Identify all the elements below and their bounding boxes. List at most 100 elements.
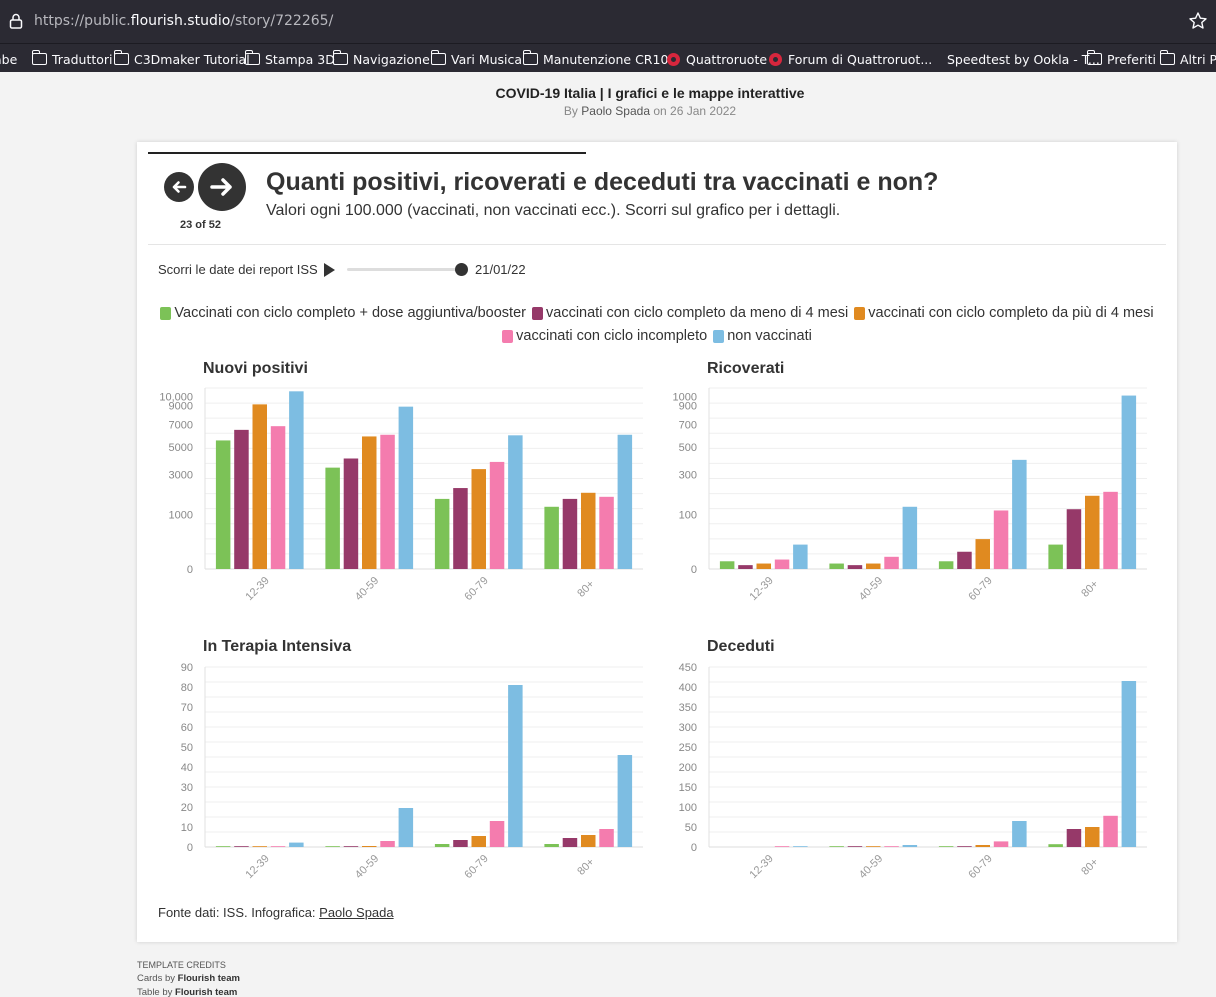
bookmark-item[interactable]: Altri Pr [1159, 49, 1216, 69]
bar [508, 435, 523, 569]
panel-title: Nuovi positivi [203, 360, 308, 377]
bookmark-item[interactable]: Stampa 3D [244, 49, 335, 69]
bar [774, 846, 790, 847]
bar [343, 458, 359, 569]
bookmark-item[interactable]: Manutenzione CR10S [522, 49, 677, 69]
next-slide-button[interactable] [198, 163, 246, 211]
y-tick-label: 50 [685, 822, 697, 834]
bar [234, 429, 249, 569]
legend-item[interactable]: vaccinati con ciclo completo da più di 4… [854, 304, 1154, 324]
previous-slide-button[interactable] [164, 172, 194, 202]
url-text[interactable]: https://public.flourish.studio/story/722… [34, 13, 334, 29]
play-icon[interactable] [324, 263, 335, 277]
bookmark-label: Speedtest by Ookla - T... [947, 51, 1100, 67]
cards-credit[interactable]: Flourish team [177, 973, 240, 984]
x-tick-label: 80+ [1079, 578, 1101, 600]
y-tick-label: 100 [679, 802, 697, 814]
bookmarks-bar: abe Traduttori C3Dmaker Tutorial Stampa 3D N… [0, 43, 1216, 72]
y-tick-label: 30 [181, 782, 193, 794]
legend-item[interactable]: vaccinati con ciclo incompleto [502, 327, 707, 347]
y-tick-label: 500 [679, 442, 697, 454]
credits-heading: Template credits [137, 960, 226, 970]
date-slider-handle[interactable] [455, 263, 468, 276]
bar [617, 434, 633, 569]
bar [215, 440, 231, 569]
table-credit[interactable]: Flourish team [175, 987, 238, 997]
bookmark-item[interactable]: Preferiti [1086, 49, 1156, 69]
y-tick-label: 1000 [673, 391, 697, 403]
bar [544, 844, 559, 847]
bookmark-item[interactable]: abe [0, 49, 17, 69]
y-tick-label: 300 [679, 722, 697, 734]
bar [1066, 829, 1082, 847]
bookmark-item[interactable]: Vari Musica [430, 49, 522, 69]
bookmark-item[interactable]: Navigazione [332, 49, 430, 69]
legend-swatch [160, 307, 172, 321]
bar [1085, 827, 1100, 847]
author-link[interactable]: Paolo Spada [581, 104, 650, 118]
panel-title: Deceduti [707, 638, 775, 655]
bar [562, 498, 578, 569]
y-tick-label: 900 [679, 400, 697, 412]
bookmark-item[interactable]: C3Dmaker Tutorial [113, 49, 250, 69]
y-tick-label: 350 [679, 702, 697, 714]
bar [362, 846, 377, 847]
story-byline: By Paolo Spada on 26 Jan 2022 [563, 104, 737, 118]
source-author-link[interactable]: Paolo Spada [319, 905, 394, 920]
legend-label: vaccinati con ciclo completo da più di 4… [868, 305, 1154, 321]
y-tick-label: 40 [181, 762, 193, 774]
bar [993, 841, 1009, 847]
y-tick-label: 60 [181, 722, 193, 734]
bookmark-item[interactable]: Forum di Quattroruot... [769, 49, 932, 69]
bar [847, 846, 863, 847]
date-slider-track[interactable] [347, 268, 461, 271]
bar [1121, 681, 1137, 847]
y-tick-label: 0 [691, 842, 697, 854]
folder-icon [332, 50, 348, 65]
bar [252, 846, 267, 847]
y-tick-label: 700 [679, 420, 697, 432]
bookmark-item[interactable]: Traduttori [31, 49, 113, 69]
bar [1012, 821, 1027, 847]
bar [581, 492, 596, 569]
bar [847, 565, 863, 569]
bookmark-label: Preferiti [1107, 51, 1156, 67]
y-tick-label: 70 [181, 702, 193, 714]
bookmark-label: Manutenzione CR10S [543, 51, 677, 67]
bar [489, 461, 505, 569]
y-tick-label: 10 [181, 822, 193, 834]
bar [289, 842, 304, 847]
bar [975, 539, 990, 569]
legend-label: vaccinati con ciclo incompleto [516, 327, 708, 344]
bookmark-label: Traduttori [52, 51, 113, 67]
bar [215, 846, 231, 847]
bar [380, 841, 395, 847]
x-tick-label: 12-39 [243, 575, 271, 603]
legend-item[interactable]: Vaccinati con ciclo completo + dose aggi… [160, 304, 526, 324]
bar [902, 506, 918, 569]
bar [1103, 815, 1118, 847]
y-tick-label: 20 [181, 802, 193, 814]
bar [508, 685, 523, 847]
y-tick-label: 50 [181, 742, 193, 754]
bookmark-label: C3Dmaker Tutorial [134, 51, 250, 67]
bookmark-item[interactable]: Quattroruote [667, 49, 767, 69]
x-tick-label: 40-59 [353, 575, 381, 603]
story-title: COVID-19 Italia | I grafici e le mappe i… [495, 85, 805, 101]
x-tick-label: 12-39 [747, 853, 775, 881]
bar [866, 563, 881, 569]
legend-item[interactable]: vaccinati con ciclo completo da meno di … [532, 304, 848, 324]
bar [1121, 395, 1137, 569]
bar [434, 498, 450, 569]
bar-charts: Nuovi positivi01000300050007000900010,00… [159, 360, 1147, 881]
bookmark-label: abe [0, 51, 18, 67]
bookmark-item[interactable]: Speedtest by Ookla - T... [947, 49, 1100, 69]
bar [738, 565, 753, 569]
chart-panel: Deceduti 0 50 100 150 200 250 300 350 400 450 12-39… [679, 638, 1147, 881]
address-bar[interactable]: https://public.flourish.studio/story/722… [0, 0, 1216, 43]
bookmark-star-icon[interactable] [1188, 11, 1208, 31]
site-favicon-icon [667, 52, 680, 66]
legend-item[interactable]: non vaccinati [713, 327, 812, 347]
bar [362, 436, 377, 569]
bookmark-label: Quattroruote [686, 51, 768, 67]
